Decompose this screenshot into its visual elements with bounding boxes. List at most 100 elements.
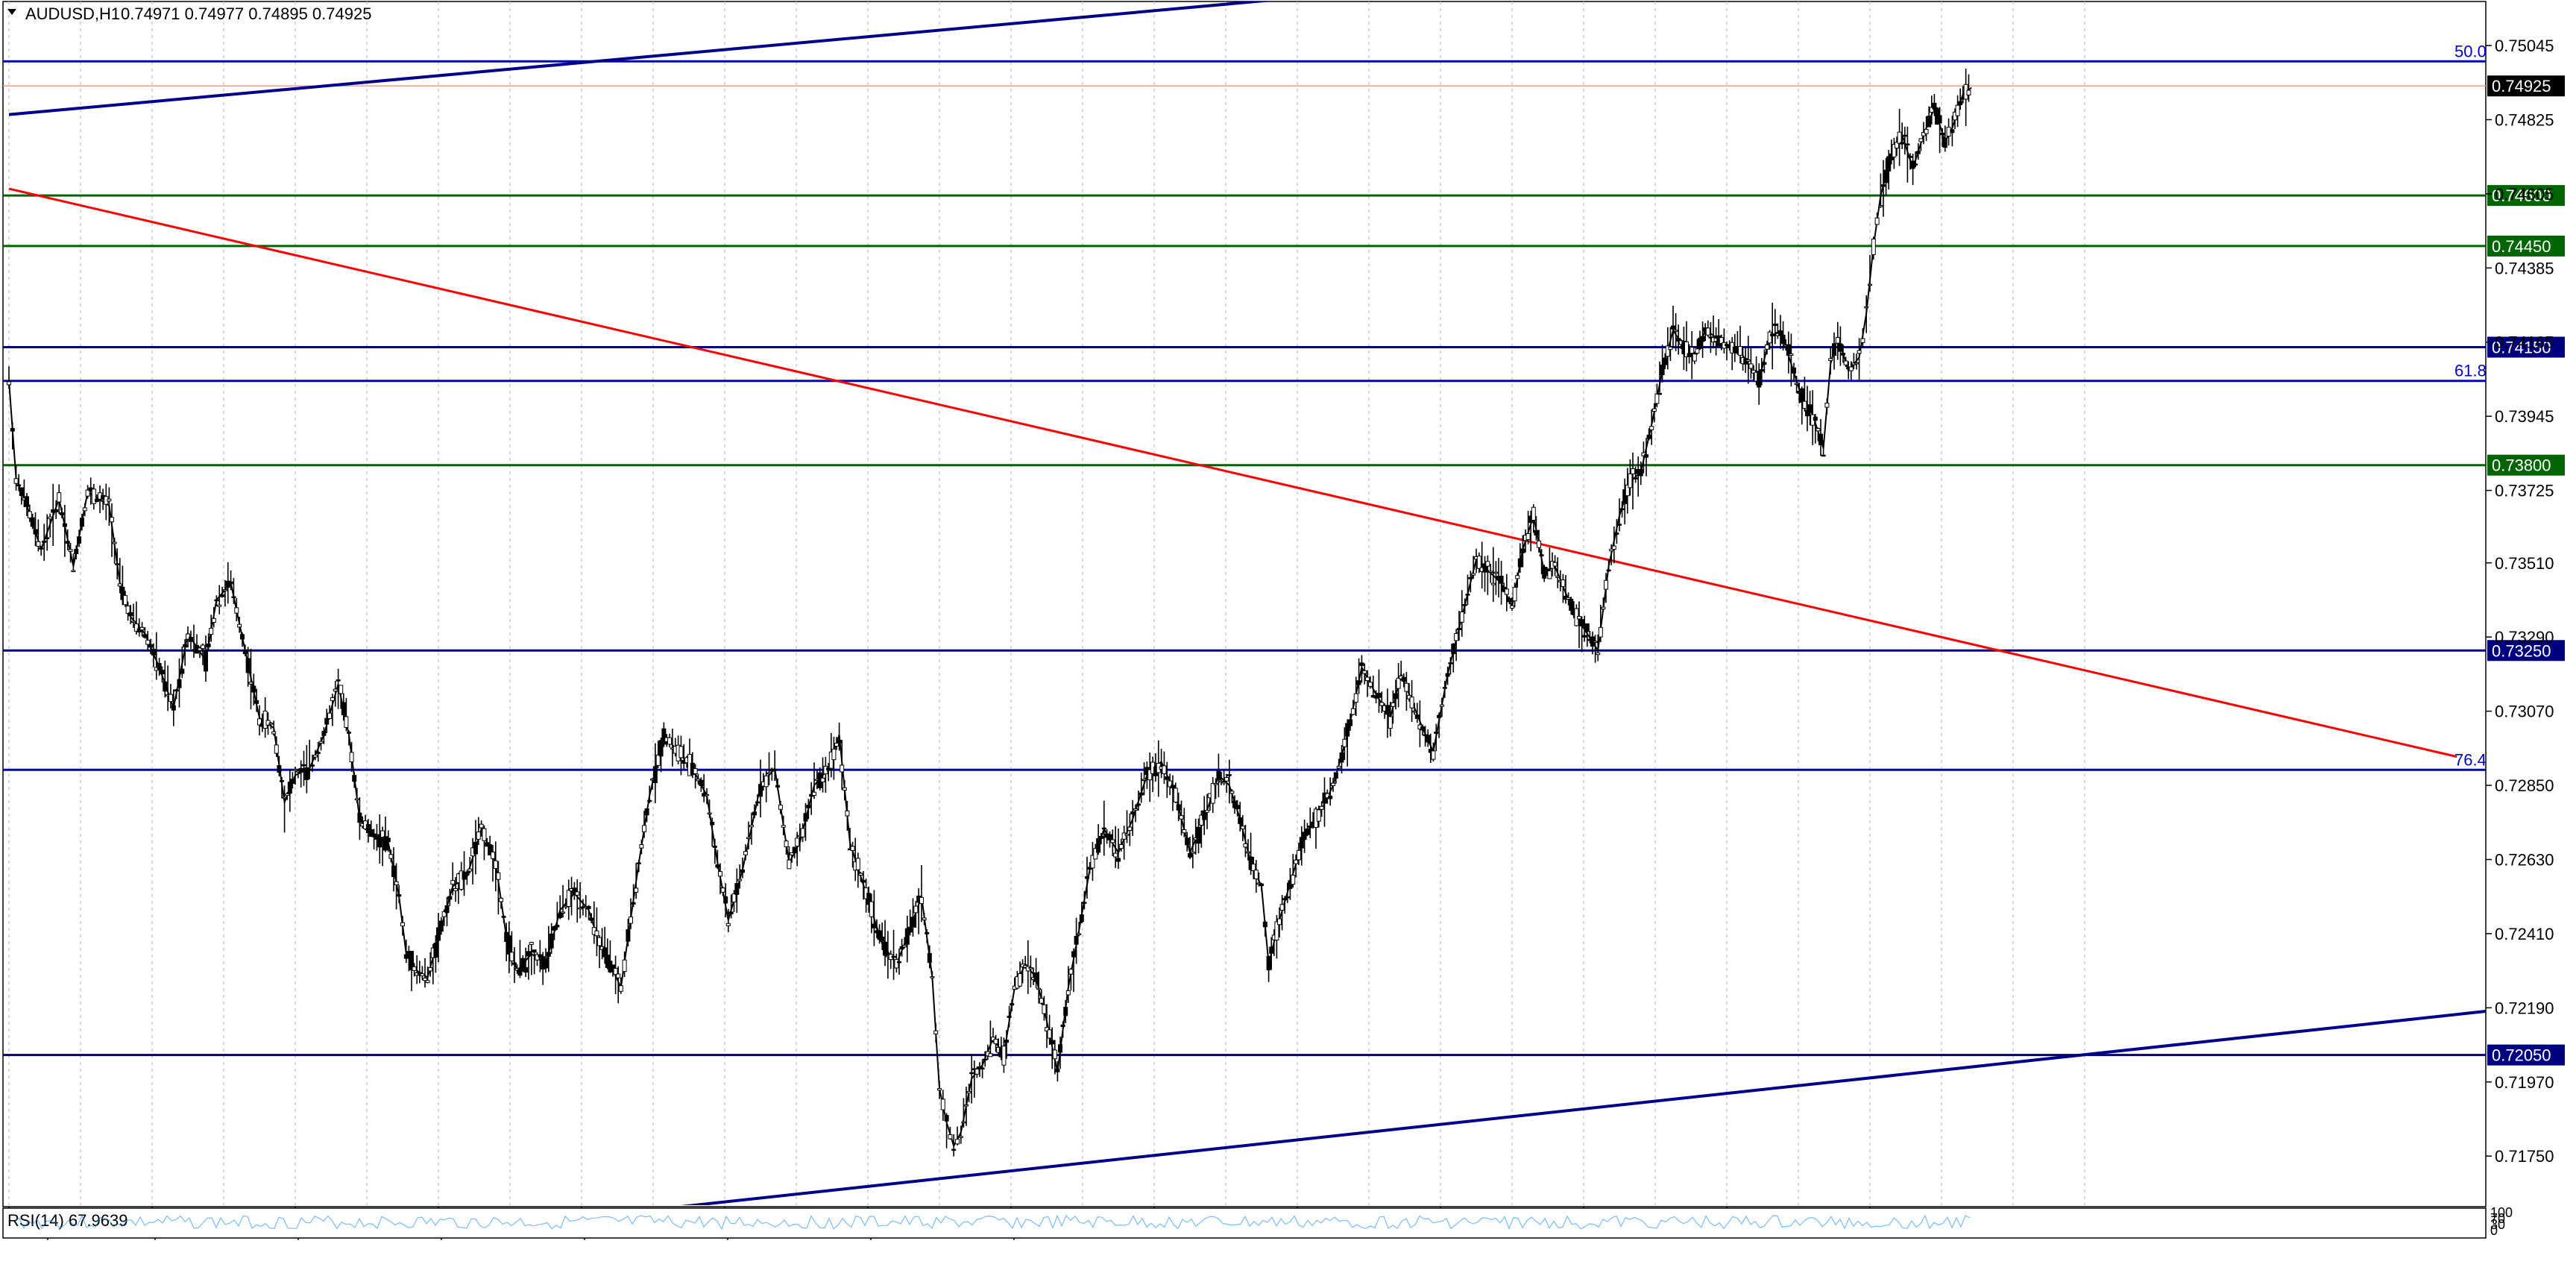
candle-body: [529, 942, 534, 945]
candle-body: [1593, 641, 1598, 643]
candle-body: [45, 537, 50, 539]
candle-body: [65, 541, 70, 544]
candle-body: [1420, 726, 1425, 731]
candle-body: [1515, 575, 1520, 579]
candle-body: [27, 511, 32, 519]
candle-body: [82, 507, 87, 512]
candle-body: [1133, 808, 1139, 811]
candle-body: [211, 617, 216, 623]
candle-body: [330, 697, 335, 701]
price-series: [7, 69, 1972, 1157]
candle-body: [282, 796, 287, 799]
candle-body: [1799, 388, 1804, 403]
candle-body: [1001, 1046, 1007, 1066]
candle-body: [775, 785, 781, 788]
candle-body: [1748, 363, 1754, 369]
candle-body: [1130, 811, 1136, 814]
candle-body: [391, 865, 396, 877]
candle-body: [7, 381, 11, 386]
candle-body: [1638, 468, 1643, 477]
candle-body: [148, 644, 154, 648]
candle-body: [394, 881, 399, 886]
candle-body: [891, 955, 896, 958]
candle-body: [168, 694, 173, 703]
candle-body: [1705, 327, 1710, 336]
candle-body: [1663, 357, 1668, 365]
candle-body: [1695, 348, 1700, 354]
candle-body: [1874, 217, 1880, 225]
candle-body: [257, 718, 262, 726]
candle-body: [248, 682, 253, 685]
candle-body: [1765, 344, 1769, 350]
candle-body: [13, 478, 19, 484]
candle-body: [1179, 815, 1184, 820]
candle-body: [1802, 400, 1807, 409]
candle-body: [778, 804, 783, 810]
candle-body: [496, 872, 501, 880]
candle-body: [467, 868, 473, 872]
candle-body: [1348, 719, 1353, 726]
candle-body: [1279, 904, 1285, 911]
candle-body: [880, 936, 885, 942]
candle-body: [1308, 826, 1313, 829]
candle-body: [622, 959, 627, 972]
candle-body: [174, 689, 179, 692]
candle-body: [123, 594, 127, 606]
candle-body: [1665, 345, 1670, 357]
candle-body: [1921, 132, 1926, 136]
candle-body: [336, 679, 341, 682]
y-tick-label: 0.73070: [2495, 703, 2554, 721]
candle-body: [845, 810, 850, 817]
candle-body: [1821, 454, 1826, 457]
candle-body: [1794, 383, 1799, 386]
candle-body: [274, 744, 279, 754]
candle-body: [1050, 1040, 1055, 1045]
candle-body: [1606, 569, 1611, 572]
candle-body: [1199, 814, 1204, 826]
rsi-label: RSI(14) 67.9639: [7, 1211, 127, 1230]
candle-body: [1547, 570, 1552, 579]
candle-body: [1388, 716, 1393, 729]
y-tick-label: 0.74605: [2495, 185, 2554, 204]
candle-body: [1692, 353, 1697, 362]
candle-body: [1614, 532, 1619, 535]
candle-body: [710, 821, 715, 826]
candle-body: [1864, 306, 1869, 309]
candle-body: [239, 634, 245, 640]
candle-body: [611, 964, 615, 969]
candle-body: [231, 596, 236, 599]
triangle-down-icon[interactable]: [7, 9, 16, 15]
candle-body: [652, 766, 658, 784]
candle-body: [966, 1091, 971, 1093]
candle-body: [991, 1037, 995, 1041]
candle-body: [1942, 137, 1947, 148]
candle-body: [1185, 838, 1190, 846]
candle-body: [488, 844, 493, 855]
candle-body: [877, 930, 882, 940]
candle-body: [333, 688, 338, 692]
candle-body: [1202, 810, 1207, 820]
candle-body: [1007, 1016, 1012, 1018]
candle-body: [1274, 921, 1279, 940]
price-tag: [2487, 1044, 2565, 1066]
candle-body: [1544, 568, 1549, 571]
candle-body: [304, 767, 309, 780]
candle-body: [1598, 626, 1603, 638]
candle-body: [930, 976, 935, 978]
candle-body: [403, 954, 409, 959]
candle-body: [217, 604, 222, 607]
candle-body: [1367, 682, 1373, 687]
candle-body: [298, 767, 303, 772]
candle-body: [538, 954, 543, 958]
candle-body: [1333, 772, 1338, 779]
candle-body: [1539, 554, 1544, 556]
candle-body: [25, 496, 29, 507]
candle-body: [277, 765, 282, 773]
candle-body: [1786, 344, 1791, 356]
candle-body: [734, 883, 740, 895]
candle-body: [1451, 644, 1456, 655]
candle-body: [1857, 350, 1862, 354]
candle-body: [1240, 826, 1245, 829]
